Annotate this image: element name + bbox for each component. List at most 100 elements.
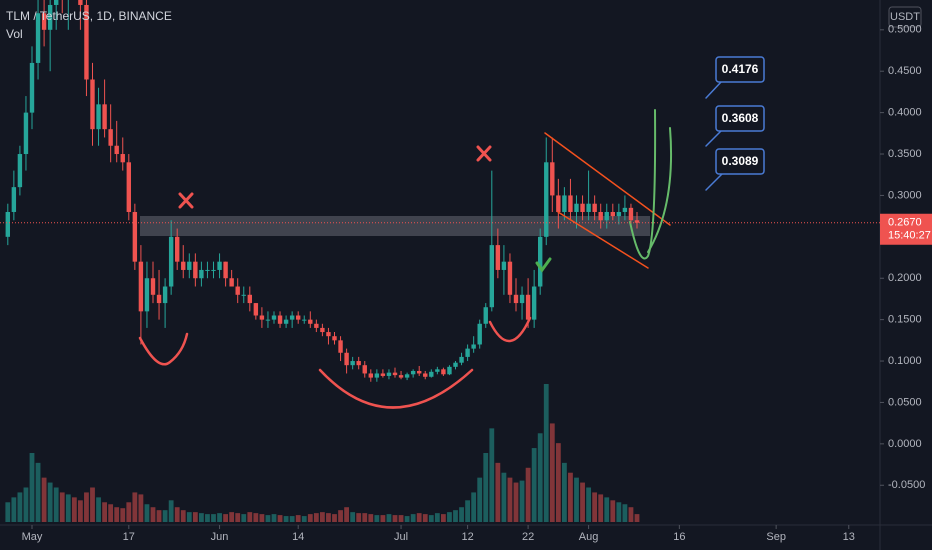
volume-bar (277, 515, 283, 522)
volume-bar (628, 507, 634, 522)
volume-bar (102, 502, 107, 522)
candle-body (54, 0, 59, 5)
x-tick-label: Sep (766, 531, 786, 543)
candle-body (90, 79, 95, 130)
volume-bar (253, 513, 259, 522)
candle-body (447, 366, 452, 375)
y-tick-label: 0.1000 (888, 355, 922, 367)
volume-bar (5, 502, 11, 522)
candle-body (265, 319, 271, 321)
channel-line (544, 132, 671, 226)
volume-bar (434, 513, 440, 522)
candle-body (277, 315, 283, 324)
x-tick-label: 16 (673, 531, 685, 543)
candle-body (392, 372, 398, 376)
candle-body (5, 211, 10, 237)
volume-bar (362, 513, 368, 522)
x-tick-label: May (22, 531, 43, 543)
x-tick-label: Jun (211, 531, 229, 543)
volume-bar (78, 500, 83, 522)
volume-bar (622, 504, 628, 522)
volume-bar (259, 514, 265, 522)
volume-bar (513, 482, 519, 522)
volume-bar (192, 512, 198, 522)
x-mark (476, 145, 492, 162)
candle-body (23, 112, 29, 155)
currency[interactable]: USDT (890, 11, 920, 23)
candle-body (435, 369, 440, 372)
volume-bar (604, 497, 610, 522)
candle-body (29, 62, 35, 113)
candle-body (423, 373, 428, 377)
x-tick-label: 12 (461, 531, 473, 543)
volume-bar (507, 477, 513, 522)
y-tick-label: -0.0500 (888, 479, 925, 491)
volume-bar (150, 507, 156, 522)
volume-bar (586, 487, 591, 522)
candle-body (519, 294, 525, 304)
candle-body (580, 203, 585, 212)
volume-bar (459, 507, 464, 522)
x-tick-label: Aug (579, 531, 599, 543)
last-price-tag (880, 213, 932, 245)
candle-body (398, 375, 404, 378)
x-tick-label: 22 (522, 531, 534, 543)
candle-body (144, 278, 150, 312)
candle-body (235, 286, 240, 295)
candle-body (156, 294, 162, 304)
volume-bar (537, 433, 543, 522)
candle-body (550, 162, 555, 196)
candle-body (84, 4, 89, 80)
volume-bar (120, 508, 126, 522)
candle-body (259, 315, 265, 320)
candle-body (126, 162, 131, 212)
candle-body (193, 261, 198, 279)
volume-bar (71, 497, 77, 522)
volume-bar (144, 504, 150, 522)
currency-box[interactable] (888, 6, 922, 28)
candle-body (326, 332, 331, 337)
volume-bar (477, 477, 483, 522)
volume-bar (247, 512, 253, 522)
candle-body (296, 315, 301, 320)
volume-bar (313, 513, 319, 522)
candle-body (628, 207, 634, 221)
volume-bar (17, 492, 23, 522)
candle-body (138, 261, 144, 312)
candle-body (574, 203, 579, 212)
volume-bar (138, 494, 144, 522)
volume-bar (90, 487, 95, 522)
candle-body (241, 294, 246, 296)
candle-body (634, 220, 640, 223)
volume-bar (574, 477, 579, 522)
volume-bar (301, 516, 307, 522)
candle-body (610, 211, 615, 217)
candle-body (199, 269, 204, 279)
candle-body (120, 154, 125, 163)
callout-box (715, 56, 765, 83)
callout-text: 0.3608 (722, 111, 759, 125)
candle-body (217, 261, 222, 270)
candle-body (96, 104, 101, 130)
volume-bar (549, 423, 555, 522)
last-price-label: 0.2670 (888, 217, 922, 229)
candle-body (108, 129, 113, 146)
candle-body (477, 323, 482, 345)
volume-bar (108, 504, 114, 522)
candle-body (78, 0, 83, 5)
volume-bar (217, 513, 222, 522)
candle-body (308, 319, 313, 324)
candle-body (181, 261, 186, 270)
volume-bar (471, 492, 477, 522)
candle-body (356, 361, 361, 366)
volume-bar (241, 514, 247, 522)
curve (488, 316, 532, 343)
volume-bar (428, 515, 434, 522)
candle-body (271, 315, 277, 320)
candle-body (247, 294, 252, 304)
volume-bar (465, 500, 470, 522)
x-tick-label: Jul (394, 531, 408, 543)
candle-body (350, 361, 355, 366)
